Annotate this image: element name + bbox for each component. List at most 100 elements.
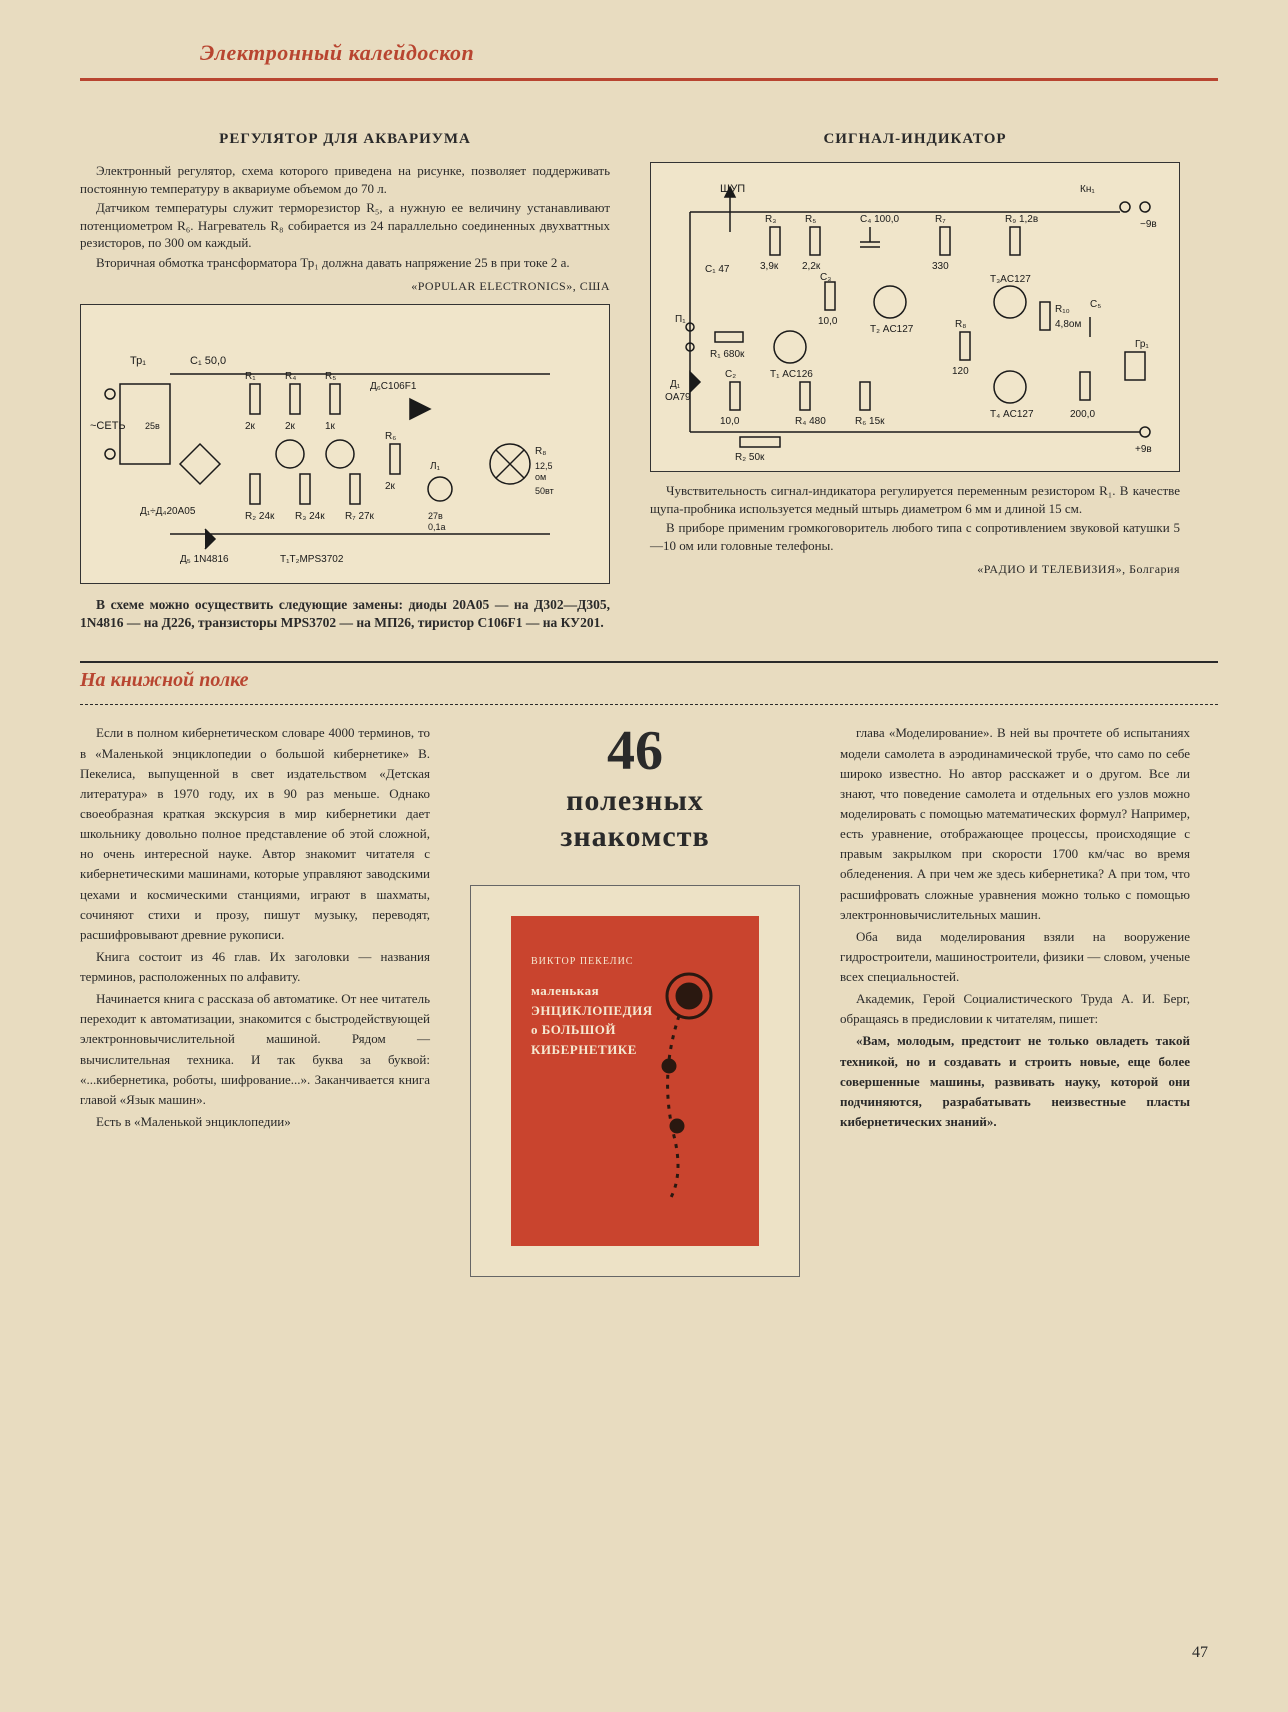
- svg-text:R₉ 1,2в: R₉ 1,2в: [1005, 214, 1038, 225]
- article1-substitution: В схеме можно осуществить следующие заме…: [80, 596, 610, 631]
- article1-title: РЕГУЛЯТОР ДЛЯ АКВАРИУМА: [80, 131, 610, 148]
- svg-text:Т₁ AC126: Т₁ AC126: [770, 369, 813, 380]
- book-cover-frame: ВИКТОР ПЕКЕЛИС маленькая ЭНЦИКЛОПЕДИЯ о …: [470, 885, 800, 1277]
- header-rule: [80, 78, 1218, 81]
- circuit-diagram-1: Тр₁ C₁ 50,0 ~СЕТЬ 25в Д₁÷Д₄20А05 R₁ 2к R…: [80, 304, 610, 584]
- page-number: 47: [1192, 1644, 1208, 1662]
- svg-text:C₁ 50,0: C₁ 50,0: [190, 355, 226, 367]
- col3-p3: Академик, Герой Социалистического Труда …: [840, 989, 1190, 1029]
- article2-p2: В приборе применим громкоговоритель любо…: [650, 519, 1180, 554]
- svg-text:Л₁: Л₁: [430, 461, 441, 472]
- dashed-rule: [80, 704, 1218, 705]
- svg-text:R₄: R₄: [285, 371, 296, 382]
- svg-text:120: 120: [952, 366, 969, 377]
- col3-p2: Оба вида моделирования взяли на вооружен…: [840, 927, 1190, 987]
- article1-p3: Вторичная обмотка трансформатора Тр₁ дол…: [80, 254, 610, 272]
- svg-text:3,9к: 3,9к: [760, 261, 779, 272]
- col3-p1: глава «Моделирование». В ней вы прочтете…: [840, 723, 1190, 924]
- headline-word2: знакомств: [460, 819, 810, 855]
- svg-text:+9в: +9в: [1135, 444, 1152, 455]
- top-articles: РЕГУЛЯТОР ДЛЯ АКВАРИУМА Электронный регу…: [80, 131, 1218, 631]
- svg-text:50вт: 50вт: [535, 486, 554, 496]
- svg-text:R₁₀: R₁₀: [1055, 304, 1070, 315]
- svg-text:4,8ом: 4,8ом: [1055, 319, 1081, 330]
- article-signal-indicator: СИГНАЛ-ИНДИКАТОР ЩУП Кн₁ −9в R₃ 3,9к: [650, 131, 1180, 631]
- svg-text:R₆: R₆: [385, 431, 396, 442]
- col3-p4: «Вам, молодым, предстоит не только овлад…: [840, 1031, 1190, 1132]
- svg-text:R₇ 27к: R₇ 27к: [345, 511, 375, 522]
- svg-text:2к: 2к: [245, 421, 256, 432]
- svg-text:Т₃AC127: Т₃AC127: [990, 274, 1031, 285]
- section-divider: [80, 661, 1218, 663]
- svg-text:2к: 2к: [285, 421, 296, 432]
- svg-text:27в: 27в: [428, 511, 443, 521]
- svg-text:R₈: R₈: [535, 446, 546, 457]
- svg-text:−9в: −9в: [1140, 219, 1157, 230]
- bookshelf-col1: Если в полном кибернетическом словаре 40…: [80, 723, 430, 1277]
- article2-body: Чувствительность сигнал-индикатора регул…: [650, 482, 1180, 554]
- bookshelf-section: Если в полном кибернетическом словаре 40…: [80, 723, 1218, 1277]
- svg-text:R₃: R₃: [765, 214, 776, 225]
- svg-text:C₄ 100,0: C₄ 100,0: [860, 214, 900, 225]
- svg-text:12,5: 12,5: [535, 461, 553, 471]
- article2-source: «РАДИО И ТЕЛЕВИЗИЯ», Болгария: [650, 562, 1180, 577]
- col1-p1: Если в полном кибернетическом словаре 40…: [80, 723, 430, 945]
- svg-text:C₁ 47: C₁ 47: [705, 264, 730, 275]
- book-cover-deco-icon: [619, 946, 739, 1206]
- page-header-title: Электронный калейдоскоп: [200, 40, 1218, 66]
- col1-p2: Книга состоит из 46 глав. Их заголовки —…: [80, 947, 430, 987]
- svg-text:R₇: R₇: [935, 214, 946, 225]
- article1-body: Электронный регулятор, схема которого пр…: [80, 162, 610, 271]
- svg-text:Гр₁: Гр₁: [1135, 339, 1149, 350]
- circuit-diagram-2: ЩУП Кн₁ −9в R₃ 3,9к R₅ 2,2к C₄: [650, 162, 1180, 472]
- svg-text:ом: ом: [535, 472, 546, 482]
- svg-text:C₂: C₂: [725, 369, 736, 380]
- svg-text:Д₆C106F1: Д₆C106F1: [370, 381, 417, 392]
- svg-text:R₂ 24к: R₂ 24к: [245, 511, 275, 522]
- svg-text:0,1а: 0,1а: [428, 522, 446, 532]
- svg-text:R₃ 24к: R₃ 24к: [295, 511, 325, 522]
- svg-text:Д₅ 1N4816: Д₅ 1N4816: [180, 554, 229, 565]
- bookshelf-center: 46 полезных знакомств ВИКТОР ПЕКЕЛИС мал…: [460, 723, 810, 1277]
- svg-text:10,0: 10,0: [818, 316, 838, 327]
- svg-text:R₁: R₁: [245, 371, 256, 382]
- article2-p1: Чувствительность сигнал-индикатора регул…: [650, 482, 1180, 517]
- svg-text:1к: 1к: [325, 421, 336, 432]
- svg-text:Т₂ AC127: Т₂ AC127: [870, 324, 914, 335]
- svg-text:R₈: R₈: [955, 319, 966, 330]
- book-cover: ВИКТОР ПЕКЕЛИС маленькая ЭНЦИКЛОПЕДИЯ о …: [511, 916, 759, 1246]
- svg-text:OA79: OA79: [665, 392, 691, 403]
- headline-word1: полезных: [460, 783, 810, 819]
- col1-p4: Есть в «Маленькой энциклопедии»: [80, 1112, 430, 1132]
- svg-text:200,0: 200,0: [1070, 409, 1095, 420]
- svg-text:R₁ 680к: R₁ 680к: [710, 349, 745, 360]
- svg-text:2к: 2к: [385, 481, 396, 492]
- svg-text:C₅: C₅: [1090, 299, 1101, 310]
- svg-text:Д₁÷Д₄20А05: Д₁÷Д₄20А05: [140, 506, 196, 517]
- circuit1-svg: Тр₁ C₁ 50,0 ~СЕТЬ 25в Д₁÷Д₄20А05 R₁ 2к R…: [90, 314, 600, 574]
- bookshelf-title: На книжной полке: [80, 669, 1218, 692]
- svg-text:Кн₁: Кн₁: [1080, 184, 1095, 195]
- svg-text:25в: 25в: [145, 421, 160, 431]
- svg-text:C₃: C₃: [820, 272, 831, 283]
- svg-text:R₅: R₅: [325, 371, 336, 382]
- svg-text:R₅: R₅: [805, 214, 816, 225]
- svg-text:330: 330: [932, 261, 949, 272]
- col1-p3: Начинается книга с рассказа об автоматик…: [80, 989, 430, 1110]
- svg-text:2,2к: 2,2к: [802, 261, 821, 272]
- circuit2-svg: ЩУП Кн₁ −9в R₃ 3,9к R₅ 2,2к C₄: [660, 172, 1170, 462]
- svg-text:R₄ 480: R₄ 480: [795, 416, 826, 427]
- article2-title: СИГНАЛ-ИНДИКАТОР: [650, 131, 1180, 148]
- svg-text:Д₁: Д₁: [670, 379, 681, 390]
- svg-text:10,0: 10,0: [720, 416, 740, 427]
- svg-text:П₁: П₁: [675, 314, 686, 325]
- headline-number: 46: [460, 723, 810, 779]
- svg-text:R₂ 50к: R₂ 50к: [735, 452, 765, 462]
- article1-p1: Электронный регулятор, схема которого пр…: [80, 162, 610, 197]
- svg-text:Т₁Т₂MPS3702: Т₁Т₂MPS3702: [280, 554, 344, 565]
- svg-text:Тр₁: Тр₁: [130, 355, 146, 367]
- article1-source: «POPULAR ELECTRONICS», США: [80, 279, 610, 294]
- svg-text:~СЕТЬ: ~СЕТЬ: [90, 420, 126, 432]
- svg-text:R₆ 15к: R₆ 15к: [855, 416, 885, 427]
- bookshelf-col3: глава «Моделирование». В ней вы прочтете…: [840, 723, 1190, 1277]
